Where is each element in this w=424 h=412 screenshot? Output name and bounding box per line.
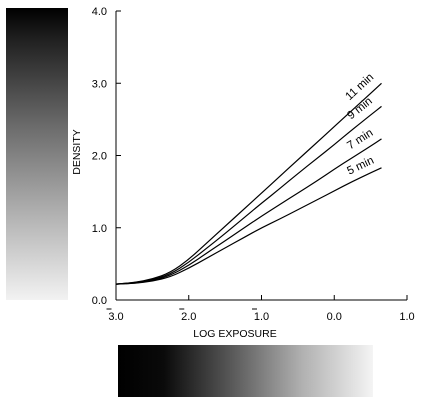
x-tick-label: 3.0 xyxy=(108,311,123,323)
y-axis-title: DENSITY xyxy=(71,129,83,175)
density-curve xyxy=(116,168,382,284)
x-tick-label: 0.0 xyxy=(327,311,342,323)
density-curve xyxy=(116,83,382,284)
density-curve xyxy=(116,139,382,284)
y-tick-label: 3.0 xyxy=(92,78,107,90)
curve-label: 11 min xyxy=(343,71,376,103)
x-tick-label: 1.0 xyxy=(399,311,414,323)
y-tick-label: 4.0 xyxy=(92,6,107,18)
curve-label: 7 min xyxy=(345,127,375,152)
x-tick-label: 1.0 xyxy=(254,311,269,323)
x-tick-label: 2.0 xyxy=(181,311,196,323)
y-tick-label: 2.0 xyxy=(92,151,107,163)
y-tick-label: 1.0 xyxy=(92,223,107,235)
x-axis-title: LOG EXPOSURE xyxy=(193,328,276,340)
y-tick-label: 0.0 xyxy=(92,295,107,307)
curve-label: 5 min xyxy=(345,155,376,178)
density-curve xyxy=(116,106,382,284)
